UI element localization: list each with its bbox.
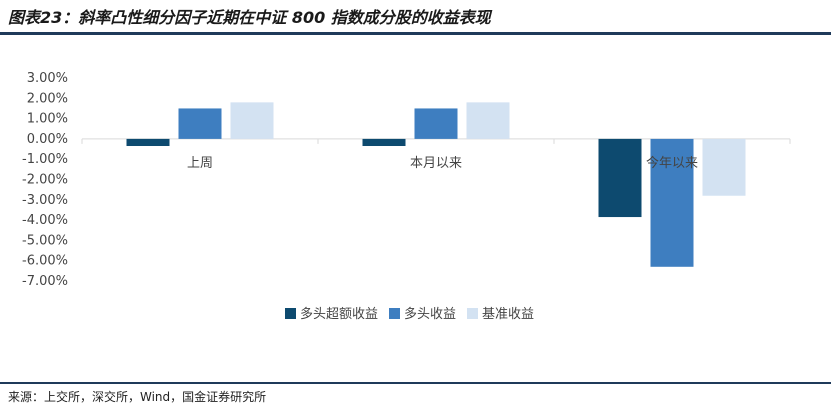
y-tick-label: -2.00% — [22, 173, 68, 188]
y-tick-label: -7.00% — [22, 274, 68, 289]
bar — [414, 108, 458, 139]
y-tick-label: -5.00% — [22, 233, 68, 248]
bar — [178, 108, 222, 139]
legend-label: 基准收益 — [482, 307, 534, 322]
y-tick-label: -3.00% — [22, 193, 68, 208]
y-tick-label: -1.00% — [22, 152, 68, 167]
y-tick-label: -6.00% — [22, 254, 68, 269]
y-tick-label: 3.00% — [27, 71, 68, 86]
legend-swatch — [467, 308, 478, 319]
legend-swatch — [285, 308, 296, 319]
bar — [702, 138, 746, 196]
source-note: 来源：上交所，深交所，Wind，国金证券研究所 — [8, 390, 267, 404]
category-label: 今年以来 — [646, 155, 698, 171]
legend-swatch — [389, 308, 400, 319]
figure-title: 图表23：斜率凸性细分因子近期在中证 800 指数成分股的收益表现 — [8, 8, 491, 27]
footer-rule — [0, 382, 831, 384]
legend-label: 多头收益 — [404, 306, 456, 322]
bar-chart: 3.00% 2.00% 1.00% 0.00% -1.00% -2.00% -3.00% -4… — [22, 71, 791, 322]
y-tick-label: 0.00% — [27, 132, 68, 147]
bar — [598, 138, 642, 218]
legend-label: 多头超额收益 — [300, 306, 378, 322]
bar — [230, 102, 274, 139]
bar — [126, 138, 170, 147]
title-rule — [0, 32, 831, 35]
y-tick-label: 1.00% — [27, 112, 68, 127]
category-label: 本月以来 — [410, 156, 462, 171]
bar — [466, 102, 510, 139]
bar — [362, 138, 406, 147]
y-tick-label: -4.00% — [22, 213, 68, 228]
bar — [650, 138, 694, 267]
category-label: 上周 — [187, 156, 213, 171]
y-tick-label: 2.00% — [27, 91, 68, 106]
